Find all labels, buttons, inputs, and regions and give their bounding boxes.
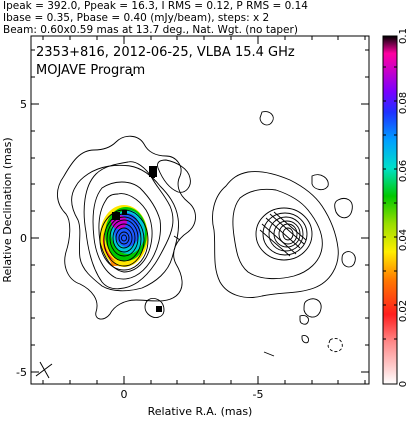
jet-contours [212, 111, 356, 325]
header-line-3: Beam: 0.60x0.59 mas at 13.7 deg., Nat. W… [3, 24, 298, 36]
y-tick-label-0: 0 [20, 232, 27, 245]
beam-marker [35, 361, 53, 379]
x-axis-label: Relative R.A. (mas) [148, 405, 253, 418]
core-contours [57, 135, 196, 320]
plot-frame [30, 35, 370, 385]
colorbar-label-0.08: 0.08 [398, 92, 409, 114]
x-tick-label-0: 0 [121, 388, 128, 401]
colorbar [382, 35, 398, 385]
colorbar-ticks [383, 66, 397, 340]
colorbar-label-0.1: 0.1 [398, 28, 409, 44]
core-polarization-fill [100, 205, 148, 267]
masked-pixels [131, 74, 162, 312]
y-tick-label-5: 5 [20, 98, 27, 111]
y-axis-ticks [31, 49, 369, 373]
colorbar-label-0.04: 0.04 [398, 229, 409, 251]
panel-subtitle: MOJAVE Program [36, 63, 145, 78]
contour-layer [57, 74, 356, 357]
colorbar-labels: 0.1 0.08 0.06 0.04 0.02 0 [398, 28, 409, 387]
isolated-contours [144, 235, 343, 357]
colorbar-label-0.02: 0.02 [398, 300, 409, 322]
y-tick-label-minus5: -5 [16, 366, 27, 379]
header-line-1: Ipeak = 392.0, Ppeak = 16.3, I RMS = 0.1… [3, 0, 308, 12]
colorbar-label-0: 0 [398, 381, 409, 387]
panel-title: 2353+816, 2012-06-25, VLBA 15.4 GHz [36, 45, 295, 60]
x-axis-ticks [42, 36, 366, 384]
y-axis-label: Relative Declination (mas) [1, 137, 14, 282]
x-tick-label-minus5: -5 [253, 388, 264, 401]
colorbar-label-0.06: 0.06 [398, 160, 409, 182]
header-line-2: Ibase = 0.35, Pbase = 0.40 (mJy/beam), s… [3, 12, 270, 24]
